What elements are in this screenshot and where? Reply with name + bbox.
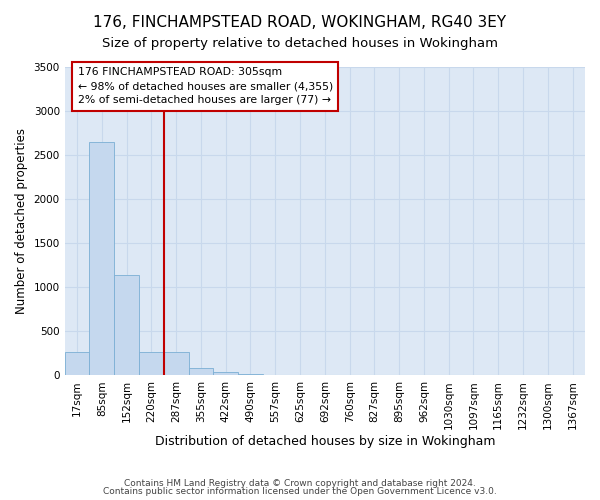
Text: Contains HM Land Registry data © Crown copyright and database right 2024.: Contains HM Land Registry data © Crown c… bbox=[124, 478, 476, 488]
Text: Contains public sector information licensed under the Open Government Licence v3: Contains public sector information licen… bbox=[103, 487, 497, 496]
Y-axis label: Number of detached properties: Number of detached properties bbox=[15, 128, 28, 314]
Bar bbox=[164, 352, 188, 376]
Text: 176, FINCHAMPSTEAD ROAD, WOKINGHAM, RG40 3EY: 176, FINCHAMPSTEAD ROAD, WOKINGHAM, RG40… bbox=[94, 15, 506, 30]
Bar bbox=[238, 374, 263, 376]
Bar bbox=[139, 352, 164, 376]
X-axis label: Distribution of detached houses by size in Wokingham: Distribution of detached houses by size … bbox=[155, 434, 495, 448]
Text: 176 FINCHAMPSTEAD ROAD: 305sqm
← 98% of detached houses are smaller (4,355)
2% o: 176 FINCHAMPSTEAD ROAD: 305sqm ← 98% of … bbox=[77, 68, 333, 106]
Bar bbox=[114, 274, 139, 376]
Bar bbox=[65, 352, 89, 376]
Bar bbox=[89, 142, 114, 376]
Bar bbox=[214, 372, 238, 376]
Text: Size of property relative to detached houses in Wokingham: Size of property relative to detached ho… bbox=[102, 38, 498, 51]
Bar bbox=[188, 368, 214, 376]
